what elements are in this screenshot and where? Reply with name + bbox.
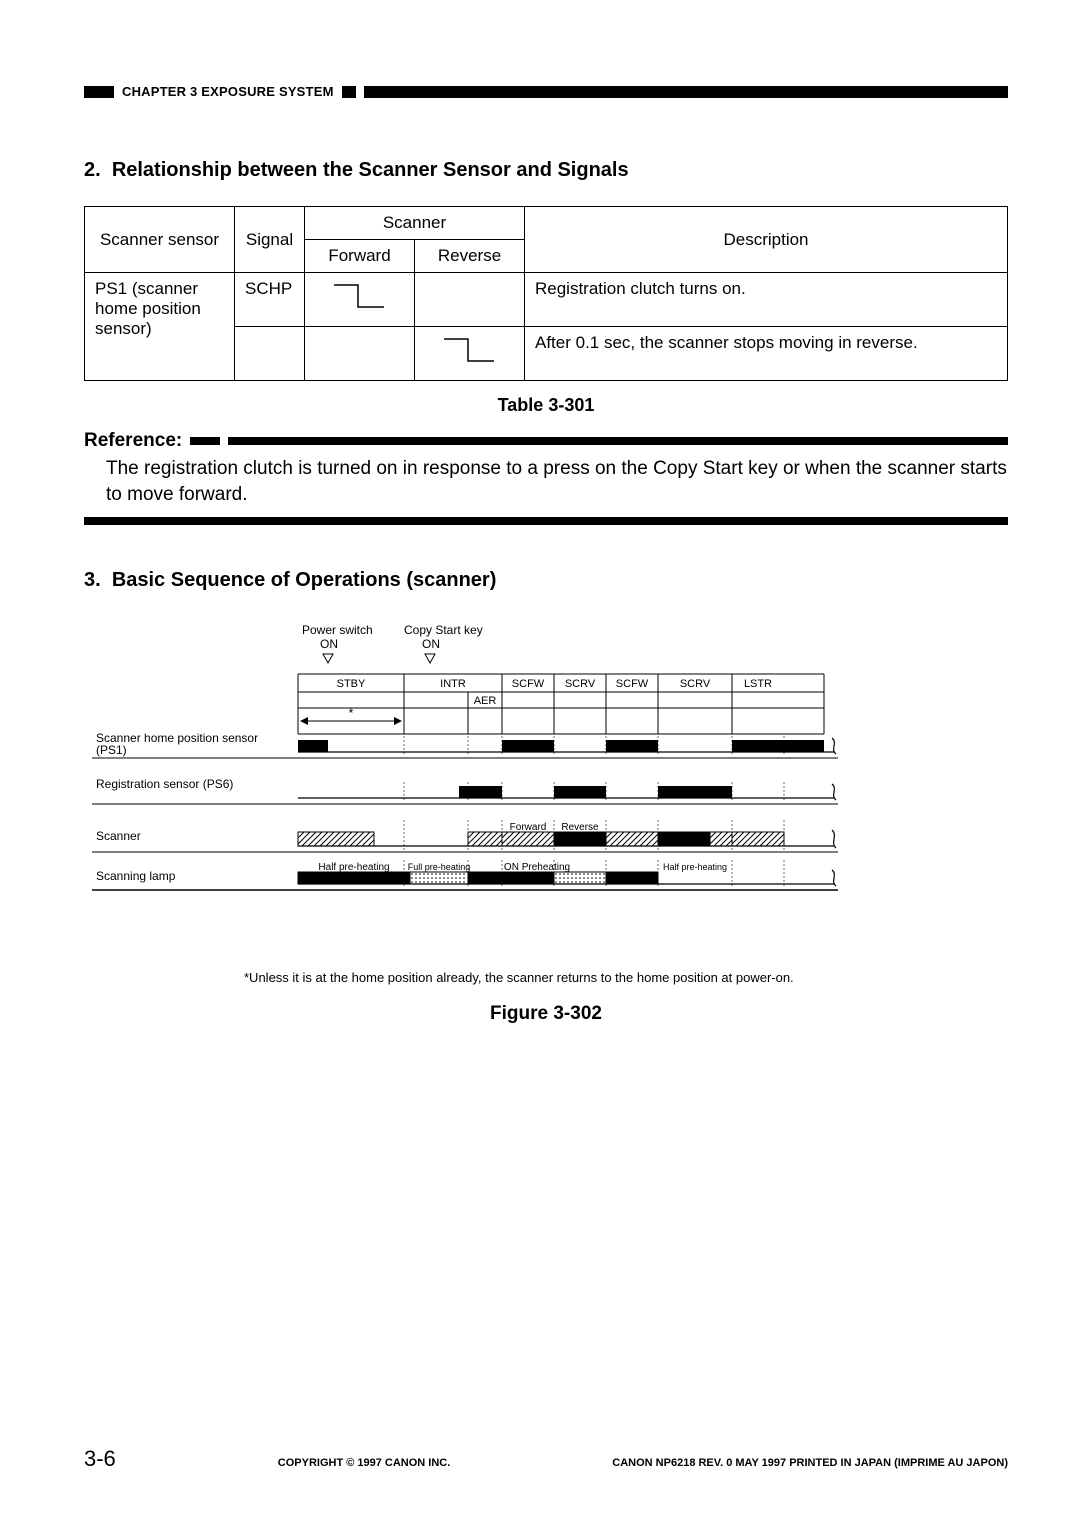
svg-text:INTR: INTR	[440, 678, 466, 690]
svg-text:SCRV: SCRV	[680, 678, 711, 690]
th-scanner-sensor: Scanner sensor	[85, 207, 235, 273]
table-3-301: Scanner sensor Signal Scanner Descriptio…	[84, 206, 1008, 381]
svg-text:SCFW: SCFW	[616, 678, 649, 690]
svg-text:ON: ON	[320, 637, 338, 651]
reference-bottom-bar	[84, 517, 1008, 525]
th-description: Description	[525, 207, 1008, 273]
cell-fwd-wave2	[305, 327, 415, 381]
header-block-left	[84, 86, 114, 98]
header-block-mid	[342, 86, 356, 98]
reference-header: Reference:	[84, 430, 1008, 452]
cell-rev-wave2	[415, 327, 525, 381]
header-block-right	[364, 86, 1008, 98]
svg-text:ON Preheating: ON Preheating	[504, 862, 570, 873]
th-forward: Forward	[305, 240, 415, 273]
reference-body: The registration clutch is turned on in …	[84, 452, 1008, 517]
section-3-heading: 3. Basic Sequence of Operations (scanner…	[84, 569, 1008, 592]
svg-text:SCFW: SCFW	[512, 678, 545, 690]
reference-bar-mid	[190, 437, 220, 445]
svg-text:LSTR: LSTR	[744, 678, 772, 690]
chapter-header-text: CHAPTER 3 EXPOSURE SYSTEM	[122, 84, 334, 99]
waveform-falling-icon	[440, 333, 500, 369]
section-3-title: Basic Sequence of Operations (scanner)	[112, 569, 497, 591]
reference-bar-long	[228, 437, 1008, 445]
reference-label: Reference:	[84, 430, 182, 452]
cell-signal: SCHP	[235, 273, 305, 327]
th-scanner: Scanner	[305, 207, 525, 240]
svg-text:AER: AER	[474, 695, 497, 707]
svg-text:Half pre-heating: Half pre-heating	[318, 862, 389, 873]
cell-desc2: After 0.1 sec, the scanner stops moving …	[525, 327, 1008, 381]
svg-text:Copy Start key: Copy Start key	[404, 624, 483, 637]
table-caption: Table 3-301	[84, 395, 1008, 416]
figure-caption: Figure 3-302	[84, 1003, 1008, 1025]
timing-diagram: Power switchONCopy Start keyONSTBYINTRSC…	[84, 624, 1008, 964]
section-2-title: Relationship between the Scanner Sensor …	[112, 159, 629, 181]
svg-text:(PS1): (PS1)	[96, 743, 127, 757]
cell-rev-wave1	[415, 273, 525, 327]
cell-desc1: Registration clutch turns on.	[525, 273, 1008, 327]
svg-text:Registration sensor (PS6): Registration sensor (PS6)	[96, 777, 233, 791]
timing-svg: Power switchONCopy Start keyONSTBYINTRSC…	[84, 624, 1004, 924]
section-2-heading: 2. Relationship between the Scanner Sens…	[84, 159, 1008, 182]
th-reverse: Reverse	[415, 240, 525, 273]
svg-text:STBY: STBY	[337, 678, 366, 690]
section-3-number: 3.	[84, 569, 101, 591]
page-number: 3-6	[84, 1446, 116, 1472]
svg-text:ON: ON	[422, 637, 440, 651]
page-footer: 3-6 COPYRIGHT © 1997 CANON INC. CANON NP…	[84, 1446, 1008, 1472]
footer-right: CANON NP6218 REV. 0 MAY 1997 PRINTED IN …	[612, 1457, 1008, 1469]
page: CHAPTER 3 EXPOSURE SYSTEM 2. Relationshi…	[0, 0, 1080, 1528]
svg-text:Scanner: Scanner	[96, 829, 141, 843]
reference-block: Reference: The registration clutch is tu…	[84, 430, 1008, 525]
svg-text:Forward: Forward	[510, 822, 547, 833]
cell-sensor: PS1 (scanner home position sensor)	[85, 273, 235, 381]
svg-text:Full pre-heating: Full pre-heating	[408, 862, 471, 872]
svg-text:Half pre-heating: Half pre-heating	[663, 862, 727, 872]
cell-fwd-wave1	[305, 273, 415, 327]
svg-text:*: *	[349, 706, 354, 720]
timing-footnote: *Unless it is at the home position alrea…	[84, 970, 1008, 985]
svg-text:Reverse: Reverse	[561, 822, 599, 833]
waveform-falling-icon	[330, 279, 390, 315]
svg-text:SCRV: SCRV	[565, 678, 596, 690]
svg-text:Scanning lamp: Scanning lamp	[96, 869, 176, 883]
footer-copyright: COPYRIGHT © 1997 CANON INC.	[116, 1457, 613, 1469]
svg-text:Power switch: Power switch	[302, 624, 373, 637]
section-2-number: 2.	[84, 159, 101, 181]
cell-signal2	[235, 327, 305, 381]
section-3: 3. Basic Sequence of Operations (scanner…	[84, 569, 1008, 1025]
chapter-header-bar: CHAPTER 3 EXPOSURE SYSTEM	[84, 84, 1008, 99]
th-signal: Signal	[235, 207, 305, 273]
